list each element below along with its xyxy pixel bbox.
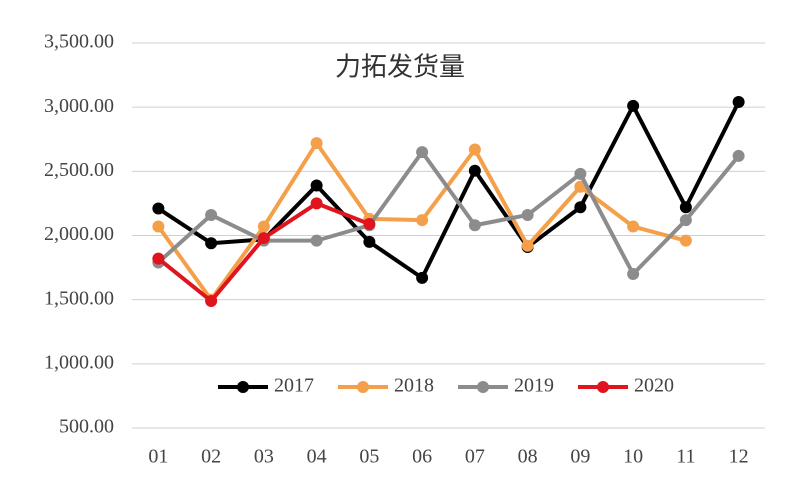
data-point xyxy=(521,239,534,252)
legend-marker xyxy=(597,381,609,393)
data-point xyxy=(152,220,165,233)
data-point xyxy=(468,164,481,177)
y-tick-label: 500.00 xyxy=(59,416,114,438)
data-point xyxy=(152,252,165,265)
series-line xyxy=(157,150,741,276)
x-tick-label: 09 xyxy=(570,446,590,468)
legend-marker xyxy=(357,381,369,393)
x-tick-label: 04 xyxy=(307,446,327,468)
x-tick-label: 10 xyxy=(623,446,643,468)
y-tick-label: 2,000.00 xyxy=(44,223,114,245)
legend-label: 2019 xyxy=(514,375,554,397)
data-point xyxy=(310,234,323,247)
chart-title: 力拓发货量 xyxy=(335,53,465,83)
x-tick-label: 01 xyxy=(148,446,168,468)
data-point xyxy=(468,219,481,232)
data-point xyxy=(205,294,218,307)
data-point xyxy=(732,149,745,162)
data-point xyxy=(732,96,745,109)
legend-label: 2017 xyxy=(274,375,314,397)
y-tick-label: 2,500.00 xyxy=(44,159,114,181)
data-point xyxy=(679,201,692,214)
data-point xyxy=(310,179,323,192)
data-point xyxy=(257,232,270,245)
data-point xyxy=(679,214,692,227)
data-point xyxy=(205,237,218,250)
data-point xyxy=(574,201,587,214)
data-point xyxy=(310,137,323,150)
y-tick-label: 3,500.00 xyxy=(44,31,114,53)
data-point xyxy=(627,99,640,112)
data-point xyxy=(363,235,376,248)
legend-marker xyxy=(237,381,249,393)
x-tick-label: 12 xyxy=(729,446,749,468)
legend-marker xyxy=(477,381,489,393)
x-tick-label: 11 xyxy=(676,446,695,468)
data-point xyxy=(468,143,481,156)
data-point xyxy=(257,220,270,233)
data-point xyxy=(416,214,429,227)
data-point xyxy=(416,271,429,284)
data-point xyxy=(310,197,323,210)
x-tick-label: 07 xyxy=(465,446,485,468)
data-point xyxy=(574,167,587,180)
data-point xyxy=(416,146,429,159)
x-tick-label: 05 xyxy=(359,446,379,468)
legend-label: 2020 xyxy=(634,375,674,397)
y-tick-label: 1,000.00 xyxy=(44,351,114,373)
y-tick-label: 3,000.00 xyxy=(44,95,114,117)
data-point xyxy=(627,220,640,233)
legend-label: 2018 xyxy=(394,375,434,397)
y-tick-label: 1,500.00 xyxy=(44,287,114,309)
data-point xyxy=(152,202,165,215)
x-tick-label: 02 xyxy=(201,446,221,468)
data-point xyxy=(679,234,692,247)
x-tick-label: 08 xyxy=(518,446,538,468)
data-point xyxy=(363,217,376,230)
x-tick-label: 03 xyxy=(254,446,274,468)
data-point xyxy=(521,208,534,221)
data-point xyxy=(627,268,640,280)
data-point xyxy=(205,208,218,221)
x-tick-label: 06 xyxy=(412,446,432,468)
